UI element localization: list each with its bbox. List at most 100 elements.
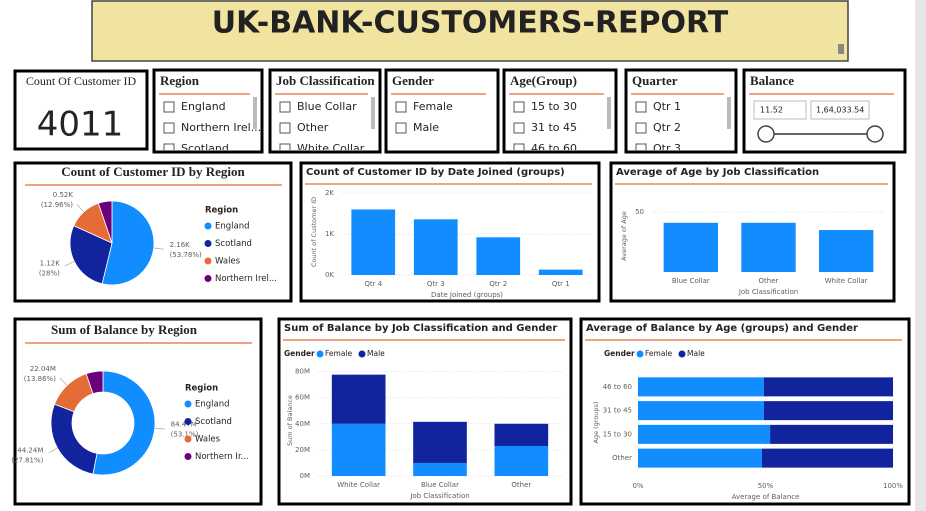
x-tick-label: White Collar bbox=[825, 277, 868, 285]
checkbox[interactable] bbox=[163, 143, 175, 154]
x-tick-label: Other bbox=[759, 277, 779, 285]
bar bbox=[538, 269, 583, 275]
chart-title: Sum of Balance by Job Classification and… bbox=[284, 323, 557, 334]
checkbox[interactable] bbox=[395, 122, 407, 134]
slicer-items: 15 to 30 31 to 45 46 to 60 bbox=[513, 100, 577, 155]
card-label: Count Of Customer ID bbox=[26, 74, 137, 88]
checkbox[interactable] bbox=[635, 101, 647, 113]
slicer-title: Balance bbox=[750, 73, 794, 88]
legend-item: Wales bbox=[195, 435, 221, 445]
bar-segment bbox=[638, 377, 764, 397]
scrollbar bbox=[727, 97, 731, 129]
slicer-item[interactable]: Female bbox=[413, 100, 453, 113]
legend-item: Male bbox=[687, 349, 705, 358]
legend-item: Wales bbox=[215, 257, 241, 267]
checkbox[interactable] bbox=[395, 101, 407, 113]
bar bbox=[818, 230, 874, 272]
slicer-item[interactable]: Male bbox=[413, 121, 439, 134]
checkbox[interactable] bbox=[513, 101, 525, 113]
chart-title: Count of Customer ID by Date Joined (gro… bbox=[306, 167, 565, 178]
leader bbox=[65, 261, 75, 267]
checkbox[interactable] bbox=[279, 101, 291, 113]
slicer-item[interactable]: England bbox=[181, 100, 226, 113]
y-tick-label: 50 bbox=[635, 208, 644, 216]
range-input[interactable] bbox=[810, 100, 870, 120]
x-tick-label: Blue Collar bbox=[672, 277, 710, 285]
leader bbox=[76, 204, 84, 213]
range-input[interactable] bbox=[753, 100, 807, 120]
x-tick-label: 100% bbox=[883, 482, 903, 490]
y-axis-title: Average of Age bbox=[620, 211, 628, 261]
legend-item: Female bbox=[325, 349, 353, 358]
legend-item: Scotland bbox=[195, 417, 232, 427]
slicer-title: Age(Group) bbox=[510, 73, 577, 88]
slicer-item[interactable]: Qtr 1 bbox=[653, 100, 681, 113]
range-max: 1,64,033.54 bbox=[816, 106, 864, 115]
legend-item: Female bbox=[645, 349, 673, 358]
range-min: 11.52 bbox=[760, 106, 783, 115]
bar bbox=[413, 219, 458, 275]
title-box bbox=[91, 0, 849, 62]
slicer-item[interactable]: White Collar bbox=[297, 142, 365, 155]
leader bbox=[154, 427, 165, 430]
y-tick-label: 46 to 60 bbox=[603, 383, 632, 391]
x-tick-label: Qtr 3 bbox=[427, 280, 445, 288]
slicer-item[interactable]: Other bbox=[297, 121, 329, 134]
bar bbox=[663, 222, 719, 272]
legend-title: Region bbox=[205, 206, 238, 216]
x-tick-label: Other bbox=[511, 481, 531, 489]
slider-handle[interactable] bbox=[757, 125, 775, 143]
checkbox[interactable] bbox=[279, 122, 291, 134]
legend-marker bbox=[184, 435, 192, 443]
bar-segment bbox=[638, 448, 762, 468]
legend-marker bbox=[184, 453, 192, 460]
slicer-item[interactable]: Qtr 3 bbox=[653, 142, 681, 155]
data-label: 0.52K bbox=[53, 191, 74, 199]
bar-segment bbox=[770, 424, 893, 444]
slicer-item[interactable]: Blue Collar bbox=[297, 100, 357, 113]
legend-marker bbox=[204, 257, 212, 265]
data-label: (12.96%) bbox=[41, 201, 73, 209]
slicer-item[interactable]: 15 to 30 bbox=[531, 100, 577, 113]
legend-marker bbox=[358, 350, 366, 358]
card-value: 4011 bbox=[37, 105, 124, 145]
data-label: (13.86%) bbox=[24, 375, 56, 383]
slicer-item[interactable]: Qtr 2 bbox=[653, 121, 681, 134]
data-label: 44.24M bbox=[17, 447, 43, 455]
legend-marker bbox=[636, 350, 644, 358]
slicer-item[interactable]: Northern Irel... bbox=[181, 121, 261, 134]
bar-segment bbox=[763, 377, 893, 397]
bar bbox=[741, 222, 796, 272]
checkbox[interactable] bbox=[163, 122, 175, 134]
legend-title: Gender bbox=[604, 349, 635, 358]
checkbox[interactable] bbox=[513, 143, 525, 154]
checkbox[interactable] bbox=[635, 143, 647, 154]
x-axis-title: Date Joined (groups) bbox=[431, 291, 503, 299]
y-tick-label: 2K bbox=[325, 189, 334, 197]
bar-segment bbox=[638, 401, 764, 421]
chart-title: Sum of Balance by Region bbox=[51, 322, 198, 337]
bar-segment bbox=[761, 448, 893, 468]
y-tick-label: 0K bbox=[325, 271, 334, 279]
bar-segment bbox=[331, 374, 386, 424]
checkbox[interactable] bbox=[279, 143, 291, 154]
checkbox[interactable] bbox=[163, 101, 175, 113]
data-label: (53.1%) bbox=[171, 431, 199, 439]
chart-title: Average of Balance by Age (groups) and G… bbox=[586, 323, 858, 334]
slicer-item[interactable]: Scotland bbox=[181, 142, 229, 155]
slicer-item[interactable]: 46 to 60 bbox=[531, 142, 577, 155]
y-tick-label: 31 to 45 bbox=[603, 407, 632, 415]
scroll-handle bbox=[838, 44, 844, 54]
legend-marker bbox=[204, 222, 212, 230]
data-label: 22.04M bbox=[30, 365, 56, 373]
data-label: (53.78%) bbox=[170, 251, 202, 259]
legend-marker bbox=[678, 350, 686, 358]
slider-handle[interactable] bbox=[866, 125, 884, 143]
legend-item: Northern Irel... bbox=[215, 274, 277, 284]
data-label: (28%) bbox=[39, 269, 60, 277]
legend-marker bbox=[316, 350, 324, 358]
checkbox[interactable] bbox=[635, 122, 647, 134]
slicer-item[interactable]: 31 to 45 bbox=[531, 121, 577, 134]
checkbox[interactable] bbox=[513, 122, 525, 134]
slicer-title: Job Classification bbox=[276, 73, 375, 88]
